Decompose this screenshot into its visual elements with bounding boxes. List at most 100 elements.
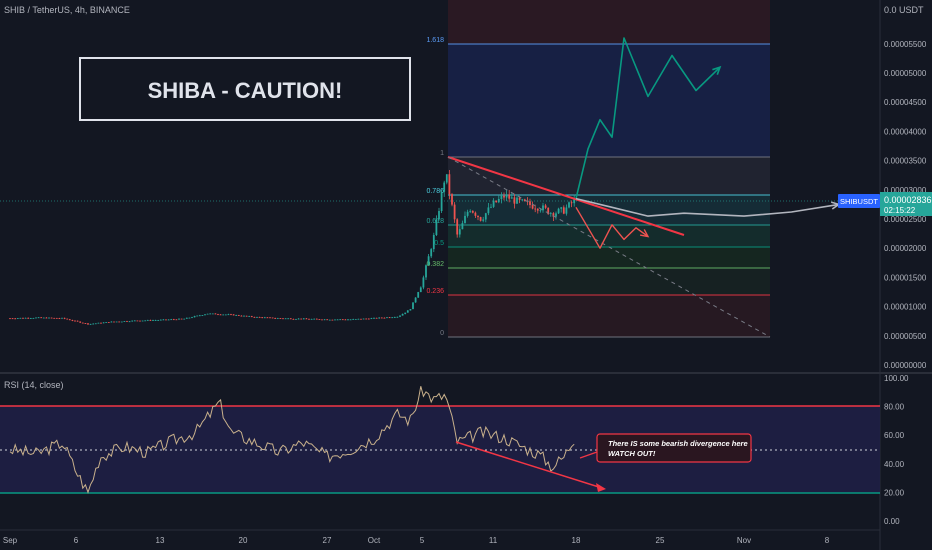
candle-body <box>115 321 118 323</box>
candle-body <box>162 319 165 321</box>
candle-body <box>35 317 37 319</box>
candle-body <box>313 318 316 320</box>
rsi-tick-label: 0.00 <box>884 517 900 526</box>
candle-body <box>123 321 126 322</box>
descending-trendline[interactable] <box>447 156 685 236</box>
candle-body <box>227 314 230 316</box>
rsi-tick-label: 60.00 <box>884 431 905 440</box>
candle-body <box>453 204 456 220</box>
rsi-axis[interactable]: 0.00 20.00 40.00 60.00 80.00 100.00 <box>884 374 909 526</box>
fib-label: 1 <box>440 150 444 157</box>
time-tick-label: Sep <box>3 536 18 545</box>
price-tag-symbol: SHIBUSDT <box>840 197 878 206</box>
candle-body <box>318 319 321 320</box>
candle-body <box>466 211 469 216</box>
candle-body <box>217 314 219 316</box>
candle-body <box>232 314 235 316</box>
candle-body <box>474 212 477 216</box>
candle-body <box>146 320 149 321</box>
candle-body <box>261 317 264 319</box>
fib-label: 0.786 <box>426 188 444 195</box>
candle-body <box>14 318 17 320</box>
candle-body <box>404 312 407 314</box>
rsi-divergence-arrow <box>455 441 606 492</box>
candle-body <box>74 320 76 322</box>
candle-body <box>568 202 570 208</box>
candle-body <box>287 318 290 320</box>
candle-body <box>484 213 487 220</box>
time-tick-label: 18 <box>572 536 581 545</box>
candle-body <box>336 319 339 321</box>
candle-body <box>89 323 92 325</box>
candle-body <box>357 318 360 320</box>
candle-body <box>510 197 513 199</box>
price-projections <box>575 37 841 249</box>
candle-body <box>235 315 238 316</box>
candle-body <box>458 229 461 235</box>
time-tick-label: Nov <box>737 536 751 545</box>
candle-body <box>430 249 433 257</box>
candle-body <box>406 310 409 313</box>
time-tick-label: 6 <box>74 536 79 545</box>
candle-body <box>53 317 56 319</box>
candle-body <box>282 318 284 320</box>
candle-body <box>297 318 300 320</box>
fibonacci-levels: 1.618 1 0.786 0.618 0.5 0.382 0.236 0 <box>426 37 770 338</box>
candle-body <box>315 318 318 320</box>
candle-body <box>445 174 448 183</box>
price-tag: SHIBUSDT 0.00002836 02:15:22 <box>838 192 932 216</box>
candle-body <box>373 317 375 319</box>
rsi-annotation[interactable]: There IS some bearish divergence here WA… <box>579 433 752 463</box>
candle-body <box>508 194 511 199</box>
candle-body <box>555 213 557 217</box>
candle-body <box>292 318 295 320</box>
price-axis[interactable]: 0.00000000 0.00000500 0.00001000 0.00001500… <box>884 40 927 370</box>
time-tick-label: 13 <box>156 536 165 545</box>
candle-body <box>141 320 144 322</box>
candle-body <box>120 321 123 323</box>
candle-body <box>237 315 240 316</box>
dashed-support-line[interactable] <box>447 156 771 338</box>
candle-body <box>198 315 201 317</box>
bearish-projection <box>575 206 649 249</box>
candle-body <box>354 318 357 320</box>
price-tag-countdown: 02:15:22 <box>884 206 916 215</box>
candle-body <box>71 320 74 321</box>
candle-body <box>383 317 386 319</box>
price-tick-label: 0.00003500 <box>884 157 927 166</box>
candle-body <box>133 320 136 322</box>
candle-body <box>102 322 105 324</box>
candle-body <box>419 287 422 293</box>
currency-label[interactable]: 0.0 USDT <box>884 5 924 15</box>
candle-body <box>427 256 430 266</box>
candle-body <box>66 318 69 320</box>
candle-body <box>448 174 451 195</box>
candle-body <box>250 316 253 317</box>
candle-body <box>22 317 24 319</box>
candle-body <box>206 313 209 315</box>
candle-body <box>328 319 331 321</box>
price-tick-label: 0.00001000 <box>884 303 927 312</box>
price-tick-label: 0.00004500 <box>884 98 927 107</box>
candle-body <box>302 318 305 320</box>
candle-body <box>451 194 453 205</box>
rsi-label[interactable]: RSI (14, close) <box>4 380 64 390</box>
candle-body <box>469 210 472 212</box>
candle-body <box>386 317 388 319</box>
candle-body <box>347 319 349 321</box>
candle-body <box>243 315 245 317</box>
candle-body <box>113 321 115 323</box>
candle-body <box>549 213 552 215</box>
candle-body <box>201 315 204 316</box>
symbol-header[interactable]: SHIB / TetherUS, 4h, BINANCE <box>4 5 130 15</box>
candle-body <box>68 319 71 321</box>
candle-body <box>349 319 352 321</box>
candle-body <box>97 322 100 324</box>
candle-body <box>300 318 303 320</box>
rsi-annotation-line2: WATCH OUT! <box>608 449 656 458</box>
time-axis[interactable]: Sep 6 13 20 27 Oct 5 11 18 25 Nov 8 <box>3 536 830 545</box>
candle-body <box>118 321 121 323</box>
candle-body <box>461 223 464 230</box>
candle-body <box>271 317 274 319</box>
